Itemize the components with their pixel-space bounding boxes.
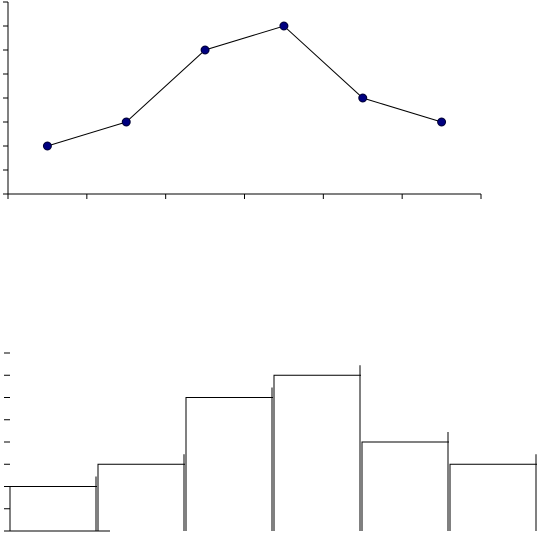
- bar: [449, 454, 537, 531]
- marker: [279, 21, 289, 31]
- marker: [121, 117, 131, 127]
- marker: [358, 93, 368, 103]
- series-line: [47, 25, 442, 147]
- bar: [97, 454, 185, 531]
- marker: [42, 141, 52, 151]
- bar: [9, 476, 97, 531]
- marker: [437, 117, 447, 127]
- bar: [361, 432, 449, 531]
- marker: [200, 45, 210, 55]
- bar: [185, 387, 273, 531]
- bar: [273, 365, 361, 531]
